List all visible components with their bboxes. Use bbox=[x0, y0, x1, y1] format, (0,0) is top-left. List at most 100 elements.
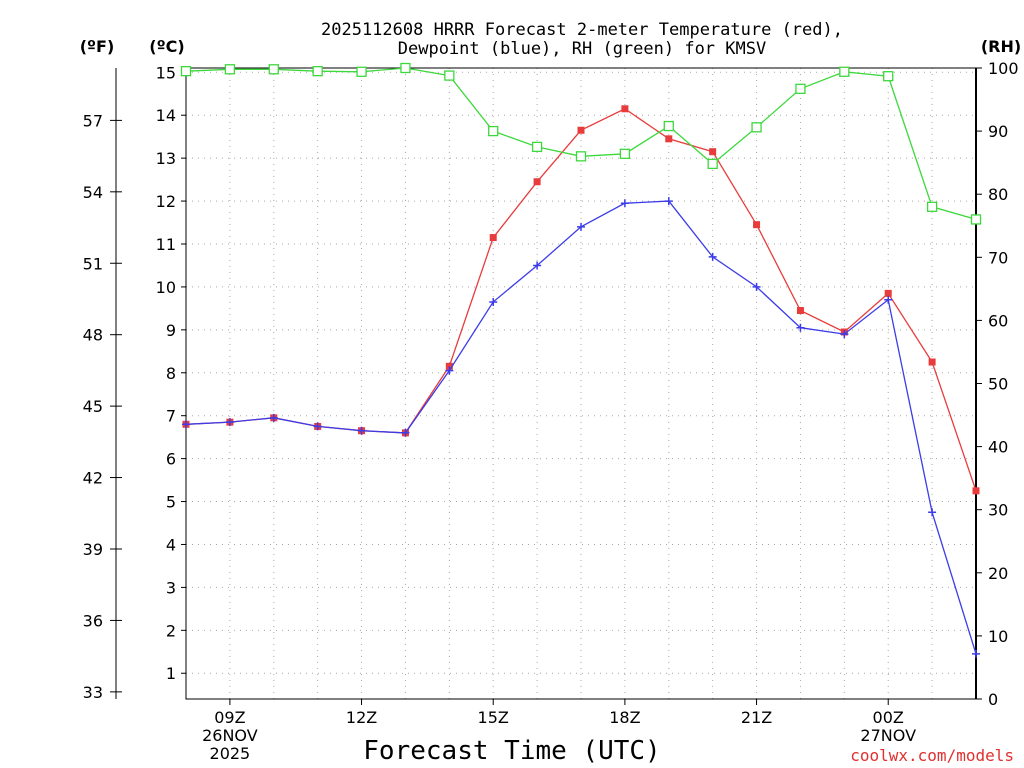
x-tick-label: 2025 bbox=[210, 744, 251, 763]
celsius-tick-label: 1 bbox=[166, 664, 176, 683]
plot-frame bbox=[185, 67, 977, 700]
celsius-tick-label: 7 bbox=[166, 407, 176, 426]
celsius-tick-label: 15 bbox=[156, 63, 176, 82]
celsius-tick-label: 3 bbox=[166, 578, 176, 597]
credit-text: coolwx.com/models bbox=[850, 746, 1014, 765]
rh-point bbox=[619, 148, 631, 159]
rh-point bbox=[356, 66, 367, 77]
temperature-point bbox=[928, 358, 936, 366]
temperature-point bbox=[709, 148, 717, 156]
fahrenheit-tick-label: 42 bbox=[83, 469, 103, 488]
celsius-tick-label: 2 bbox=[166, 621, 176, 640]
dewpoint-point bbox=[752, 282, 761, 291]
rh-point bbox=[180, 66, 192, 77]
series-layer bbox=[180, 62, 982, 658]
celsius-tick-label: 13 bbox=[156, 149, 176, 168]
rh-point bbox=[970, 214, 982, 225]
x-tick-label: 26NOV bbox=[202, 726, 258, 745]
rh-tick-label: 90 bbox=[988, 122, 1008, 141]
x-axis-title: Forecast Time (UTC) bbox=[363, 736, 660, 766]
rh-point bbox=[839, 66, 850, 77]
chart-title: 2025112608 HRRR Forecast 2-meter Tempera… bbox=[321, 20, 843, 40]
dewpoint-point bbox=[489, 297, 498, 306]
celsius-unit-label: (ºC) bbox=[149, 37, 184, 56]
grid-layer bbox=[186, 68, 976, 699]
temperature-line bbox=[185, 108, 977, 492]
dewpoint-point bbox=[225, 418, 234, 427]
dewpoint-point bbox=[533, 261, 542, 270]
fahrenheit-tick-label: 36 bbox=[83, 611, 103, 630]
rh-tick-label: 40 bbox=[988, 438, 1008, 457]
x-tick-label: 00Z bbox=[873, 708, 904, 727]
rh-line bbox=[185, 67, 977, 221]
dewpoint-point bbox=[708, 252, 717, 261]
fahrenheit-tick-label: 39 bbox=[83, 540, 103, 559]
celsius-tick-label: 4 bbox=[166, 535, 176, 554]
dewpoint-point bbox=[269, 413, 278, 422]
dewpoint-point bbox=[928, 508, 937, 517]
temperature-point bbox=[445, 362, 453, 370]
temperature-point bbox=[796, 307, 804, 315]
rh-point bbox=[926, 201, 938, 212]
rh-point bbox=[531, 141, 543, 153]
celsius-tick-label: 8 bbox=[166, 364, 176, 383]
dewpoint-point bbox=[313, 422, 322, 431]
rh-tick-label: 50 bbox=[988, 375, 1008, 394]
rh-point bbox=[707, 158, 718, 170]
temperature-point bbox=[884, 289, 892, 297]
fahrenheit-tick-label: 45 bbox=[83, 397, 103, 416]
dewpoint-point bbox=[840, 330, 849, 339]
dewpoint-point bbox=[884, 295, 893, 304]
fahrenheit-tick-label: 48 bbox=[83, 326, 103, 345]
celsius-tick-label: 11 bbox=[156, 235, 176, 254]
rh-tick-label: 0 bbox=[988, 690, 998, 709]
rh-point bbox=[883, 71, 894, 82]
rh-tick-label: 30 bbox=[988, 501, 1008, 520]
celsius-tick-label: 5 bbox=[166, 493, 176, 512]
temperature-point bbox=[665, 135, 673, 143]
dewpoint-point bbox=[972, 649, 980, 658]
temperature-point bbox=[577, 126, 585, 134]
fahrenheit-tick-label: 54 bbox=[83, 183, 103, 202]
rh-tick-label: 70 bbox=[988, 248, 1008, 267]
celsius-tick-label: 10 bbox=[156, 278, 176, 297]
dewpoint-point bbox=[357, 426, 366, 435]
rh-point bbox=[400, 62, 411, 74]
fahrenheit-tick-label: 57 bbox=[83, 111, 103, 130]
x-tick-label: 27NOV bbox=[860, 726, 916, 745]
rh-tick-label: 20 bbox=[988, 564, 1008, 583]
fahrenheit-unit-label: (ºF) bbox=[80, 37, 115, 56]
rh-point bbox=[444, 70, 455, 81]
celsius-tick-label: 14 bbox=[156, 106, 176, 125]
rh-tick-label: 80 bbox=[988, 185, 1008, 204]
rh-tick-label: 100 bbox=[988, 59, 1019, 78]
rh-point bbox=[751, 122, 762, 133]
dewpoint-point bbox=[664, 197, 673, 206]
rh-tick-label: 10 bbox=[988, 627, 1008, 646]
rh-point bbox=[312, 66, 323, 77]
dewpoint-point bbox=[620, 199, 629, 208]
temperature-point bbox=[489, 234, 497, 242]
rh-point bbox=[575, 151, 587, 162]
rh-point bbox=[224, 64, 236, 75]
celsius-tick-label: 6 bbox=[166, 450, 176, 469]
rh-point bbox=[488, 125, 499, 137]
temperature-point bbox=[753, 221, 761, 229]
temperature-point bbox=[972, 487, 980, 495]
dewpoint-point bbox=[401, 428, 410, 437]
dewpoint-line bbox=[185, 200, 977, 655]
dewpoint-point bbox=[577, 222, 585, 231]
rh-point bbox=[663, 120, 674, 132]
dewpoint-point bbox=[796, 323, 805, 332]
x-tick-label: 18Z bbox=[609, 708, 640, 727]
x-tick-label: 15Z bbox=[478, 708, 509, 727]
chart-subtitle: Dewpoint (blue), RH (green) for KMSV bbox=[398, 39, 766, 59]
axes-layer: 1234567891011121314153336394245485154570… bbox=[83, 59, 1019, 763]
temperature-point bbox=[533, 178, 541, 186]
rh-tick-label: 60 bbox=[988, 311, 1008, 330]
rh-point bbox=[795, 83, 806, 94]
celsius-tick-label: 12 bbox=[156, 192, 176, 211]
rh-unit-label: (RH) bbox=[981, 37, 1021, 56]
